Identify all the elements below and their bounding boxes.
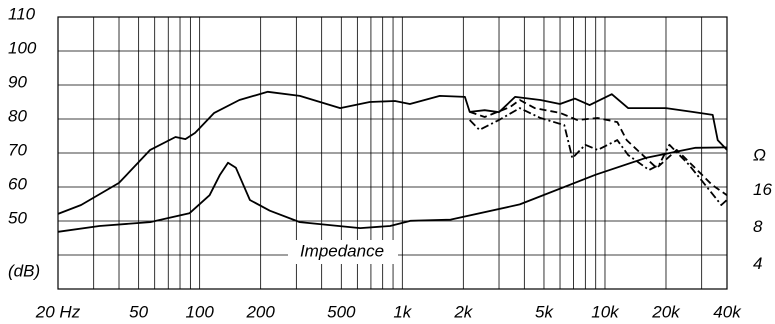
y2-axis-label: Ω (753, 145, 766, 164)
x-tick-label: 200 (245, 302, 275, 321)
series-line (57, 146, 728, 233)
x-tick-label: 2k (453, 302, 473, 321)
y-tick-label: 60 (8, 174, 27, 193)
x-tick-label: 10k (591, 302, 620, 321)
series-line (469, 99, 728, 196)
x-tick-label: 5k (535, 302, 554, 321)
x-tick-label: 20 Hz (35, 302, 81, 321)
y-tick-label: 110 (8, 4, 36, 23)
y-tick-label: 80 (8, 106, 27, 125)
x-tick-label: 1k (393, 302, 412, 321)
series-line (57, 90, 728, 215)
x-tick-label: 500 (327, 302, 356, 321)
y2-tick-label: 4 (753, 254, 762, 273)
y-tick-label: 100 (8, 38, 37, 57)
y2-tick-label: 16 (753, 180, 772, 199)
y-tick-label: 50 (8, 208, 27, 227)
y-tick-label: 90 (8, 72, 27, 91)
x-tick-label: 20k (651, 302, 681, 321)
annotation-background (288, 240, 398, 264)
impedance-label: Impedance (300, 241, 384, 260)
x-tick-label: 50 (129, 302, 148, 321)
series-line (469, 107, 728, 206)
y-axis-label: (dB) (8, 261, 40, 280)
x-tick-label: 100 (185, 302, 214, 321)
y-tick-label: 70 (8, 140, 27, 159)
y2-tick-label: 8 (753, 217, 763, 236)
x-tick-label: 40k (713, 302, 742, 321)
